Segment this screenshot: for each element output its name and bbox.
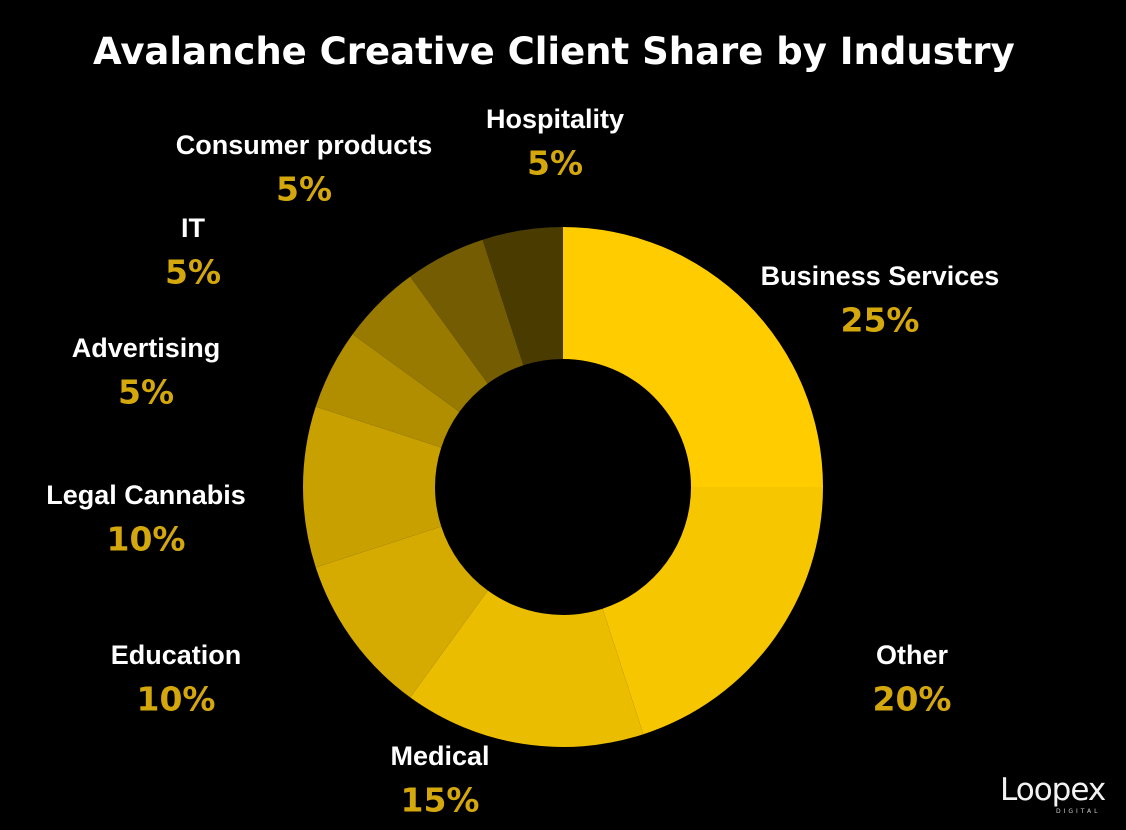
chart-title: Avalanche Creative Client Share by Indus…: [93, 30, 1015, 73]
slice-value-medical: 15%: [401, 781, 480, 820]
slice-value-hospitality: 5%: [527, 144, 583, 183]
slice-value-consumer-products: 5%: [276, 170, 332, 209]
slice-value-it: 5%: [165, 253, 221, 292]
slice-value-advertising: 5%: [118, 373, 174, 412]
slice-value-business-services: 25%: [841, 301, 920, 340]
slice-medical: [410, 590, 644, 747]
slice-value-education: 10%: [137, 680, 216, 719]
slice-value-other: 20%: [873, 680, 952, 719]
slice-value-legal-cannabis: 10%: [107, 520, 186, 559]
slice-consumer-products: [410, 239, 524, 384]
slice-name-consumer-products: Consumer products: [176, 130, 433, 160]
slice-name-education: Education: [111, 640, 242, 670]
slice-name-business-services: Business Services: [761, 261, 1000, 291]
slice-name-advertising: Advertising: [72, 333, 221, 363]
logo-wordmark: Loopex: [1000, 772, 1106, 808]
slice-business-services: [563, 227, 823, 487]
slice-education: [315, 526, 488, 698]
slice-name-hospitality: Hospitality: [486, 104, 624, 134]
slice-it: [352, 276, 488, 412]
slice-advertising: [315, 334, 460, 448]
logo-subtext: DIGITAL: [1056, 808, 1101, 815]
slice-name-it: IT: [181, 213, 206, 243]
slice-hospitality: [482, 227, 563, 366]
slice-name-other: Other: [876, 640, 949, 670]
slice-other: [602, 487, 824, 735]
slice-legal-cannabis: [303, 406, 442, 568]
slice-name-legal-cannabis: Legal Cannabis: [46, 480, 246, 510]
slice-name-medical: Medical: [390, 741, 489, 771]
loopex-logo: Loopex DIGITAL: [1000, 772, 1110, 818]
